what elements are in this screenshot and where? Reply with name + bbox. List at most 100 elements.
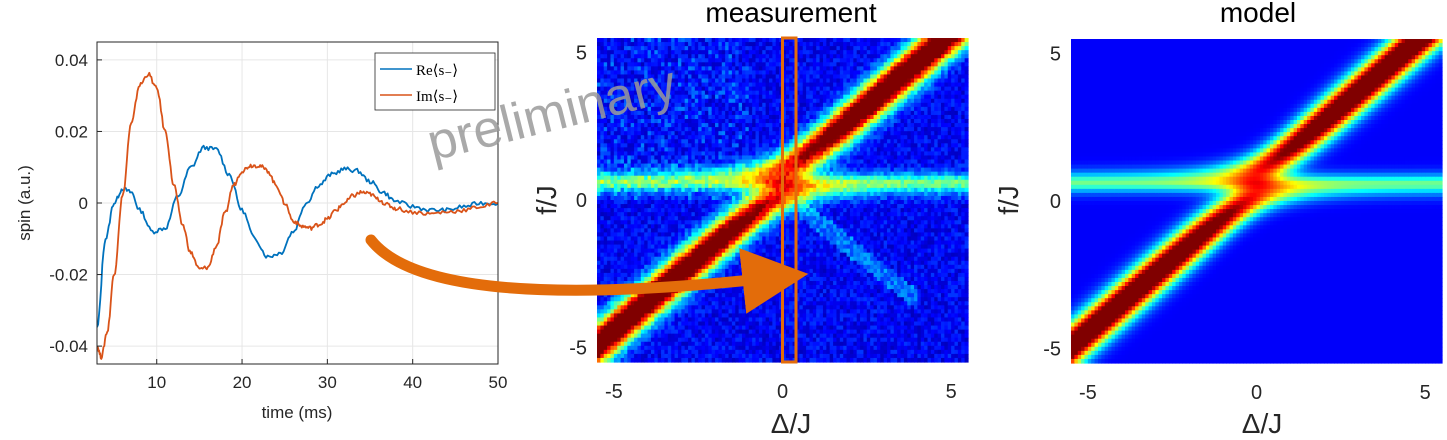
heatmap-cell [691,252,696,258]
heatmap-cell [637,232,642,238]
heatmap-cell [650,305,655,310]
heatmap-cell [688,272,693,278]
heatmap-cell [698,106,703,112]
heatmap-cell [718,70,723,76]
heatmap-cell [630,195,635,201]
heatmap-cell [731,38,736,43]
heatmap-cell [640,333,645,339]
heatmap-cell [704,139,709,144]
heatmap-cell [627,74,632,80]
heatmap-cell [664,70,669,76]
heatmap-cell [742,102,746,108]
heatmap-cell [775,313,780,319]
heatmap-cell [752,195,757,201]
heatmap-cell [637,171,642,177]
heatmap-cell [664,293,669,298]
heatmap-cell [640,159,645,165]
heatmap-cell [647,82,652,88]
heatmap-cell [681,187,686,193]
heatmap-cell [785,94,790,100]
heatmap-cell [644,167,649,173]
heatmap-cell [785,325,790,331]
heatmap-cell [775,82,780,88]
heatmap-cell [769,159,773,165]
heatmap-cell [772,54,777,59]
y-tick-label: 0 [79,194,88,213]
heatmap-cell [667,357,672,363]
heatmap-cell [627,329,632,335]
heatmap-cell [802,50,807,55]
heatmap-cell [650,62,655,67]
heatmap-cell [644,224,649,229]
heatmap-cell [623,329,628,335]
heatmap-cell [620,252,625,258]
heatmap-cell [802,78,807,84]
heatmap-cell [789,236,794,242]
heatmap-cell [654,264,659,270]
heatmap-cell [600,329,605,335]
heatmap-cell [671,297,676,302]
heatmap-cell [664,337,669,343]
heatmap-cell [772,50,777,55]
heatmap-cell [704,195,709,201]
heatmap-cell [718,62,723,67]
heatmap-cell [762,268,767,274]
heatmap-cell [654,357,659,363]
heatmap-cell [610,329,615,335]
heatmap-cell [617,98,622,104]
heatmap-cell [603,224,608,229]
heatmap-cell [610,240,615,246]
heatmap-cell [701,62,706,67]
heatmap-cell [657,62,662,67]
heatmap-cell [701,195,706,201]
heatmap-cell [603,301,608,306]
heatmap-cell [610,175,615,181]
heatmap-cell [597,163,601,169]
heatmap-cell [698,147,703,152]
heatmap-cell [748,98,753,104]
heatmap-cell [789,86,794,92]
heatmap-cell [674,240,679,246]
heatmap-cell [762,82,767,88]
heatmap-cell [782,147,787,152]
heatmap-cell [647,62,652,67]
heatmap-cell [664,143,669,148]
heatmap-cell [603,297,608,302]
heatmap-cell [603,268,608,274]
heatmap-cell [758,325,763,331]
heatmap-cell [755,46,760,51]
heatmap-cell [802,119,807,124]
heatmap-cell [704,46,709,51]
heatmap-cell [698,204,703,209]
heatmap-cell [637,54,642,59]
heatmap-cell [610,135,615,140]
heatmap-cell [731,167,736,173]
heatmap-cell [765,42,770,47]
heatmap-cell [728,191,733,197]
heatmap-cell [775,244,780,250]
heatmap-cell [758,54,763,59]
heatmap-cell [728,46,733,51]
heatmap-cell [627,171,632,177]
heatmap-cell [650,86,655,92]
heatmap-cell [600,220,605,225]
heatmap-cell [728,232,733,238]
heatmap-cell [657,123,662,128]
heatmap-cell [691,301,696,306]
heatmap-cell [711,309,716,314]
heatmap-cell [762,38,767,43]
heatmap-cell [661,236,666,242]
heatmap-cell [748,200,753,205]
heatmap-cell [664,114,669,120]
heatmap-cell [637,208,642,213]
heatmap-cell [752,46,757,51]
heatmap-cell [613,260,618,266]
heatmap-cell [704,50,709,55]
heatmap-cell [640,228,645,233]
heatmap-cell [661,42,666,47]
heatmap-cell [795,191,800,197]
heatmap-cell [698,143,703,148]
heatmap-cell [634,276,639,282]
heatmap-cell [610,143,615,148]
heatmap-cell [715,167,720,173]
